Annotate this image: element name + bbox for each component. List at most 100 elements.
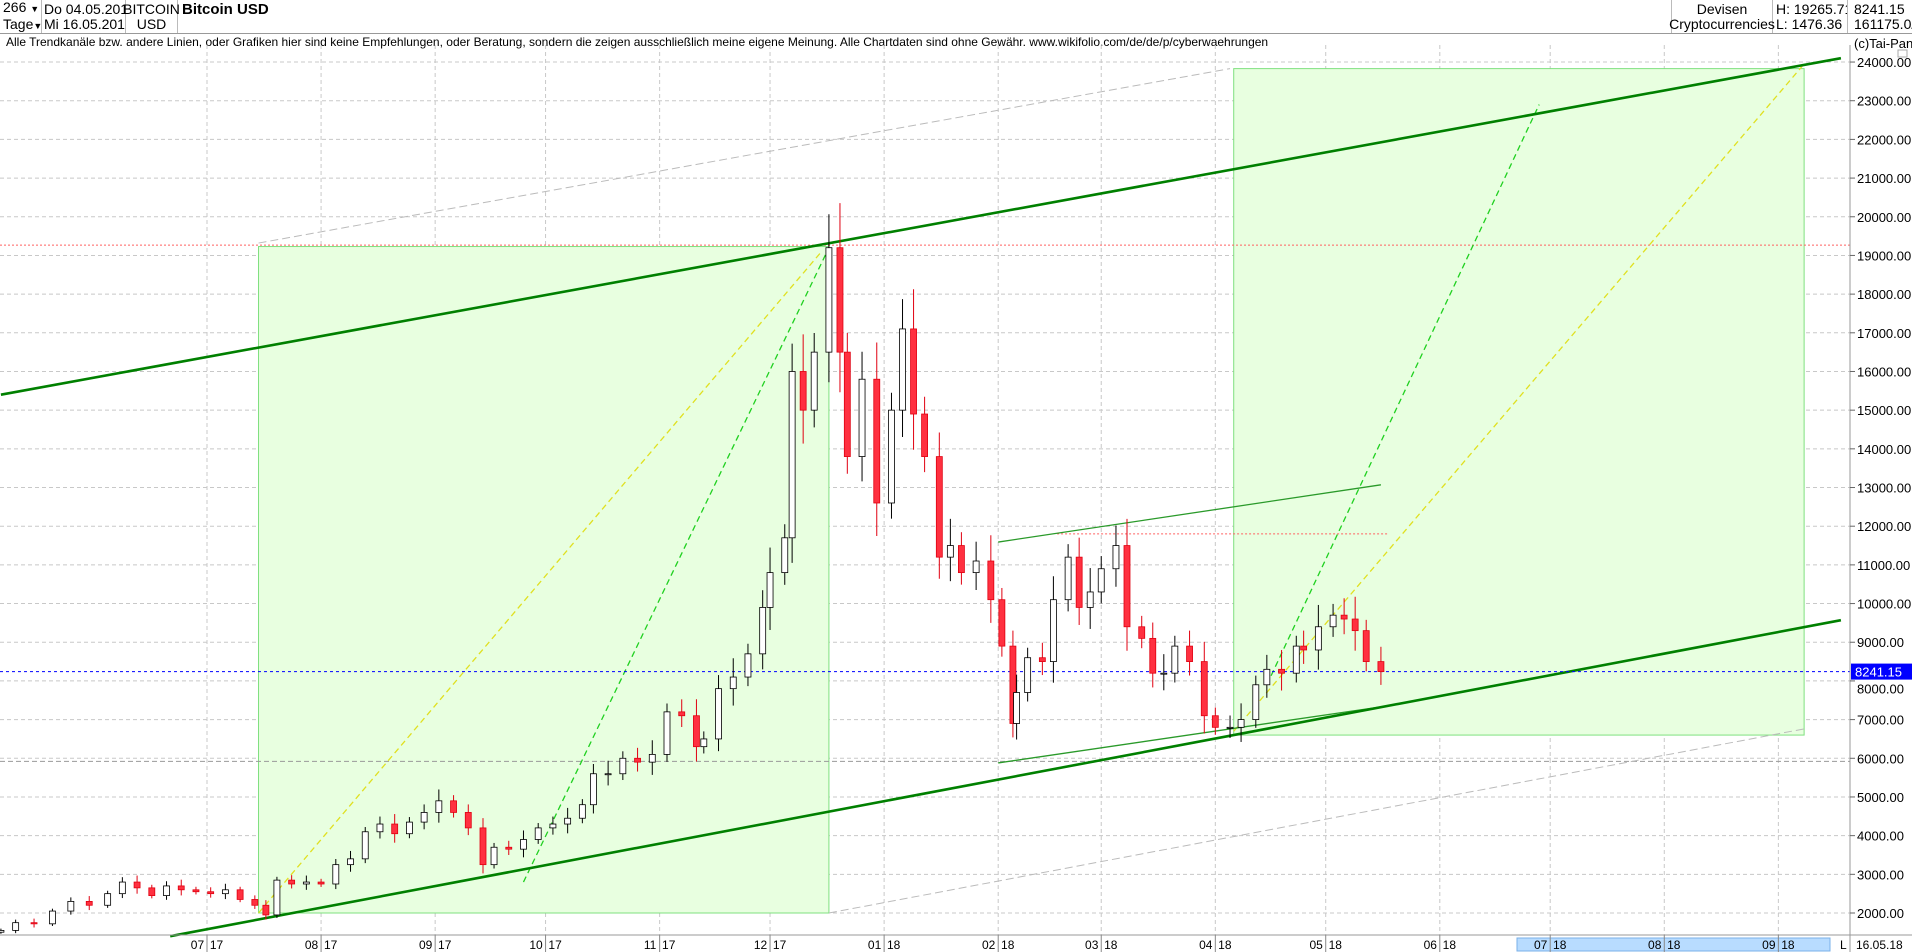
candle[interactable]	[177, 879, 185, 896]
bar-count-select[interactable]: 266 ▼	[3, 0, 41, 17]
candle[interactable]	[207, 887, 215, 898]
candle[interactable]	[85, 896, 93, 911]
candle[interactable]	[858, 351, 866, 482]
green-dashed-line[interactable]	[522, 247, 830, 883]
from-date[interactable]: Do 04.05.2017	[44, 1, 125, 17]
candle[interactable]	[490, 842, 498, 869]
candle[interactable]	[1377, 646, 1385, 685]
candle[interactable]	[376, 816, 384, 839]
candle[interactable]	[958, 532, 965, 585]
candle[interactable]	[420, 804, 428, 830]
candle[interactable]	[1314, 604, 1322, 670]
candle[interactable]	[634, 747, 641, 772]
candle[interactable]	[921, 396, 928, 473]
candle[interactable]	[236, 886, 244, 903]
candle[interactable]	[899, 299, 906, 437]
candle[interactable]	[810, 332, 818, 428]
channel-line-thick[interactable]	[0, 56, 1842, 396]
candle[interactable]	[332, 858, 340, 890]
candle[interactable]	[1171, 635, 1179, 683]
candle[interactable]	[1086, 568, 1094, 629]
candle[interactable]	[1149, 622, 1157, 688]
gray-dashed-line[interactable]	[258, 68, 1231, 244]
candle[interactable]	[1112, 525, 1120, 587]
candle[interactable]	[590, 764, 597, 814]
candle[interactable]	[347, 850, 354, 872]
candle[interactable]	[1138, 615, 1146, 649]
candle[interactable]	[1362, 619, 1370, 672]
candle[interactable]	[604, 760, 612, 786]
candle[interactable]	[836, 203, 844, 393]
candle[interactable]	[1252, 675, 1260, 728]
candle[interactable]	[873, 342, 881, 536]
scroll-mode-label[interactable]: L	[1840, 938, 1847, 952]
yellow-dashed-line[interactable]	[1233, 63, 1805, 732]
candle[interactable]	[317, 878, 325, 887]
candle[interactable]	[361, 827, 369, 864]
candle[interactable]	[1200, 641, 1208, 734]
candle[interactable]	[1064, 544, 1072, 612]
candle[interactable]	[788, 343, 796, 563]
candle[interactable]	[715, 675, 722, 752]
candle[interactable]	[12, 919, 20, 934]
candle[interactable]	[619, 751, 627, 781]
candle[interactable]	[1292, 635, 1300, 683]
candle[interactable]	[700, 731, 708, 754]
candle[interactable]	[1351, 596, 1359, 651]
candle[interactable]	[1340, 598, 1348, 635]
candle[interactable]	[1300, 630, 1308, 664]
candle[interactable]	[1097, 556, 1105, 604]
candle[interactable]	[1038, 642, 1046, 676]
time-scrollbar[interactable]	[1516, 937, 1831, 952]
candle[interactable]	[479, 818, 487, 874]
candle[interactable]	[972, 541, 980, 591]
candle[interactable]	[133, 875, 141, 894]
candle[interactable]	[1237, 703, 1245, 742]
candle[interactable]	[1024, 647, 1032, 702]
candle[interactable]	[678, 699, 686, 728]
candle[interactable]	[450, 795, 457, 818]
candle[interactable]	[1009, 630, 1017, 738]
candle[interactable]	[663, 703, 671, 762]
candle[interactable]	[163, 881, 170, 900]
candle[interactable]	[843, 332, 851, 474]
candle[interactable]	[288, 875, 296, 889]
candle[interactable]	[888, 392, 895, 519]
candle[interactable]	[464, 804, 472, 836]
candle[interactable]	[30, 918, 38, 928]
candle[interactable]	[520, 830, 527, 858]
candle[interactable]	[118, 877, 126, 899]
candle[interactable]	[987, 535, 995, 623]
collapse-icon[interactable]	[1897, 49, 1908, 58]
candle[interactable]	[273, 876, 281, 918]
candle[interactable]	[825, 214, 833, 383]
candle[interactable]	[549, 816, 557, 835]
candle[interactable]	[1050, 576, 1057, 683]
candle[interactable]	[534, 823, 542, 844]
candle[interactable]	[391, 814, 399, 843]
green-dashed-line[interactable]	[1266, 104, 1540, 686]
candle[interactable]	[648, 740, 656, 775]
candle[interactable]	[564, 807, 572, 834]
candle[interactable]	[148, 884, 156, 899]
period-select[interactable]: Tage▼	[3, 17, 41, 34]
candle[interactable]	[910, 289, 917, 450]
candle[interactable]	[49, 908, 56, 926]
candle[interactable]	[1186, 630, 1193, 676]
candle[interactable]	[67, 897, 75, 915]
candle[interactable]	[221, 883, 229, 900]
candle[interactable]	[1329, 603, 1337, 637]
to-date[interactable]: Mi 16.05.2018	[44, 16, 125, 32]
candle[interactable]	[192, 886, 200, 895]
candle[interactable]	[262, 900, 270, 920]
candle[interactable]	[578, 799, 586, 824]
candle[interactable]	[1226, 715, 1234, 738]
channel-line-thin[interactable]	[998, 706, 1382, 764]
candle[interactable]	[1075, 537, 1083, 625]
candle[interactable]	[935, 432, 943, 579]
candle[interactable]	[1013, 674, 1020, 740]
candle[interactable]	[251, 895, 259, 909]
candle[interactable]	[781, 524, 789, 585]
candle[interactable]	[104, 890, 112, 908]
